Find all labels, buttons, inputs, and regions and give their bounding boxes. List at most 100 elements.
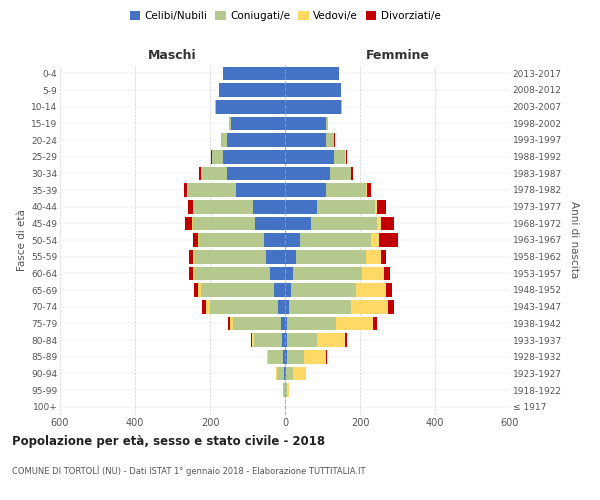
Bar xyxy=(195,266,270,280)
Bar xyxy=(212,150,223,164)
Bar xyxy=(287,383,289,397)
Bar xyxy=(285,366,286,380)
Bar xyxy=(277,300,285,314)
Bar xyxy=(236,183,285,197)
Bar xyxy=(230,116,285,130)
Bar xyxy=(287,333,317,347)
Bar xyxy=(377,216,380,230)
Bar xyxy=(267,350,268,364)
Bar xyxy=(341,100,342,114)
Bar xyxy=(373,316,377,330)
Bar xyxy=(200,166,227,180)
Bar xyxy=(293,266,362,280)
Bar xyxy=(285,266,293,280)
Bar xyxy=(197,233,199,247)
Bar xyxy=(210,300,277,314)
Bar xyxy=(285,316,287,330)
Bar xyxy=(227,316,229,330)
Bar xyxy=(352,166,353,180)
Bar xyxy=(365,183,367,197)
Bar xyxy=(227,133,285,147)
Bar xyxy=(211,150,212,164)
Bar xyxy=(285,83,341,97)
Bar xyxy=(326,183,365,197)
Text: Maschi: Maschi xyxy=(148,48,197,62)
Bar xyxy=(284,366,285,380)
Text: Femmine: Femmine xyxy=(365,48,430,62)
Legend: Celibi/Nubili, Coniugati/e, Vedovi/e, Divorziati/e: Celibi/Nubili, Coniugati/e, Vedovi/e, Di… xyxy=(125,7,445,26)
Bar xyxy=(375,200,377,213)
Bar xyxy=(285,250,296,264)
Bar xyxy=(254,333,282,347)
Text: COMUNE DI TORTOLÌ (NU) - Dati ISTAT 1° gennaio 2018 - Elaborazione TUTTITALIA.IT: COMUNE DI TORTOLÌ (NU) - Dati ISTAT 1° g… xyxy=(12,465,365,475)
Bar xyxy=(290,283,356,297)
Bar xyxy=(385,266,390,280)
Bar xyxy=(326,350,327,364)
Bar xyxy=(188,200,193,213)
Bar xyxy=(215,100,285,114)
Bar xyxy=(285,133,326,147)
Bar xyxy=(233,316,281,330)
Bar xyxy=(223,66,285,80)
Y-axis label: Anni di nascita: Anni di nascita xyxy=(569,202,579,278)
Text: Popolazione per età, sesso e stato civile - 2018: Popolazione per età, sesso e stato civil… xyxy=(12,435,325,448)
Bar xyxy=(202,300,205,314)
Bar xyxy=(193,200,253,213)
Bar xyxy=(350,166,352,180)
Bar xyxy=(293,366,307,380)
Bar xyxy=(283,383,284,397)
Bar xyxy=(282,333,285,347)
Bar xyxy=(199,166,200,180)
Bar xyxy=(287,350,304,364)
Bar xyxy=(365,250,380,264)
Bar xyxy=(362,266,385,280)
Bar xyxy=(377,200,386,213)
Bar xyxy=(223,150,285,164)
Bar xyxy=(283,350,285,364)
Bar xyxy=(380,216,394,230)
Bar xyxy=(229,116,230,130)
Bar xyxy=(285,100,341,114)
Bar xyxy=(285,66,340,80)
Bar xyxy=(285,233,300,247)
Bar xyxy=(286,383,287,397)
Bar xyxy=(386,283,392,297)
Bar xyxy=(345,150,346,164)
Bar xyxy=(197,283,200,297)
Bar xyxy=(296,250,365,264)
Bar xyxy=(311,216,377,230)
Bar xyxy=(188,250,193,264)
Bar xyxy=(285,283,290,297)
Bar xyxy=(184,183,187,197)
Bar xyxy=(266,250,285,264)
Bar xyxy=(335,316,373,330)
Bar xyxy=(330,166,350,180)
Bar xyxy=(285,216,311,230)
Bar xyxy=(289,300,350,314)
Bar xyxy=(227,166,285,180)
Bar xyxy=(200,283,274,297)
Bar xyxy=(193,266,195,280)
Bar xyxy=(229,316,233,330)
Bar xyxy=(199,233,265,247)
Bar xyxy=(185,216,193,230)
Bar xyxy=(326,133,334,147)
Y-axis label: Fasce di età: Fasce di età xyxy=(17,209,27,271)
Bar xyxy=(388,300,394,314)
Bar xyxy=(285,116,326,130)
Bar xyxy=(304,350,326,364)
Bar xyxy=(188,266,193,280)
Bar xyxy=(286,366,293,380)
Bar xyxy=(371,233,379,247)
Bar xyxy=(255,216,285,230)
Bar xyxy=(268,350,283,364)
Bar xyxy=(193,233,197,247)
Bar xyxy=(265,233,285,247)
Bar xyxy=(350,300,388,314)
Bar xyxy=(251,333,252,347)
Bar xyxy=(367,183,371,197)
Bar xyxy=(287,316,335,330)
Bar xyxy=(285,150,334,164)
Bar xyxy=(195,250,266,264)
Bar xyxy=(356,283,386,297)
